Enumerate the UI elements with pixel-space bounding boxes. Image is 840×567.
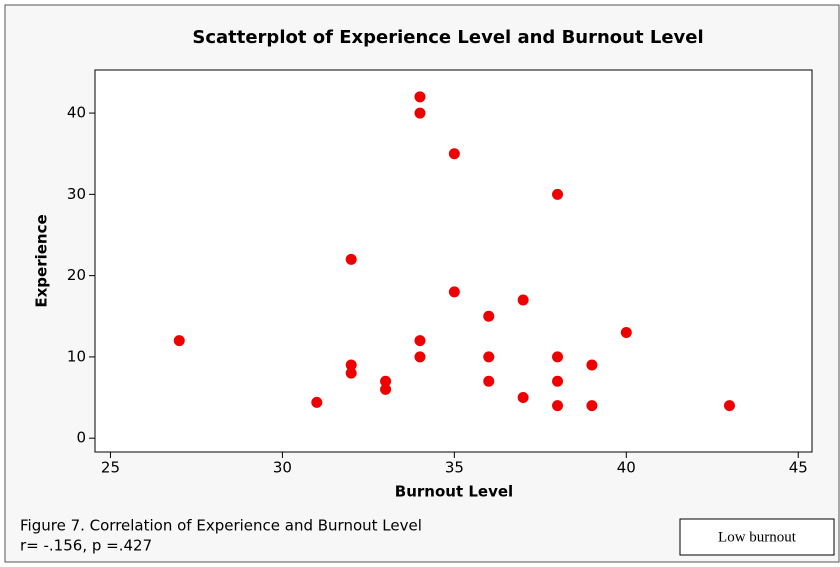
point <box>414 107 426 119</box>
caption: Figure 7. Correlation of Experience and … <box>20 517 422 535</box>
point <box>345 359 357 371</box>
point <box>483 310 495 322</box>
point <box>723 400 735 412</box>
y-tick-label: 40 <box>67 104 86 122</box>
point <box>448 148 460 160</box>
point <box>517 392 529 404</box>
x-tick-label: 45 <box>789 459 808 477</box>
plot-area <box>94 69 813 453</box>
y-tick-label: 20 <box>67 266 86 284</box>
point <box>586 400 598 412</box>
point <box>552 400 564 412</box>
point <box>483 375 495 387</box>
point <box>414 91 426 103</box>
x-tick-label: 40 <box>617 459 636 477</box>
point <box>448 286 460 298</box>
point <box>380 375 392 387</box>
y-tick-label: 30 <box>67 185 86 203</box>
y-tick-label: 0 <box>76 429 86 447</box>
point <box>517 294 529 306</box>
y-tick-label: 10 <box>67 347 86 365</box>
x-tick-label: 25 <box>101 459 120 477</box>
point <box>414 335 426 347</box>
point <box>586 359 598 371</box>
chart-title: Scatterplot of Experience Level and Burn… <box>192 27 703 48</box>
caption: r= -.156, p =.427 <box>20 537 152 555</box>
point <box>620 327 632 339</box>
point <box>552 188 564 200</box>
point <box>345 253 357 265</box>
annotation-box <box>679 518 835 556</box>
x-axis-label: Burnout Level <box>395 483 513 501</box>
point <box>552 375 564 387</box>
point <box>483 351 495 363</box>
point <box>380 383 392 395</box>
point <box>173 335 185 347</box>
point <box>414 351 426 363</box>
point <box>552 351 564 363</box>
annotation: Low burnout <box>718 529 797 545</box>
x-tick-label: 30 <box>273 459 292 477</box>
x-tick-label: 35 <box>445 459 464 477</box>
y-axis-label: Experience <box>33 214 51 307</box>
point <box>311 396 323 408</box>
point <box>345 367 357 379</box>
